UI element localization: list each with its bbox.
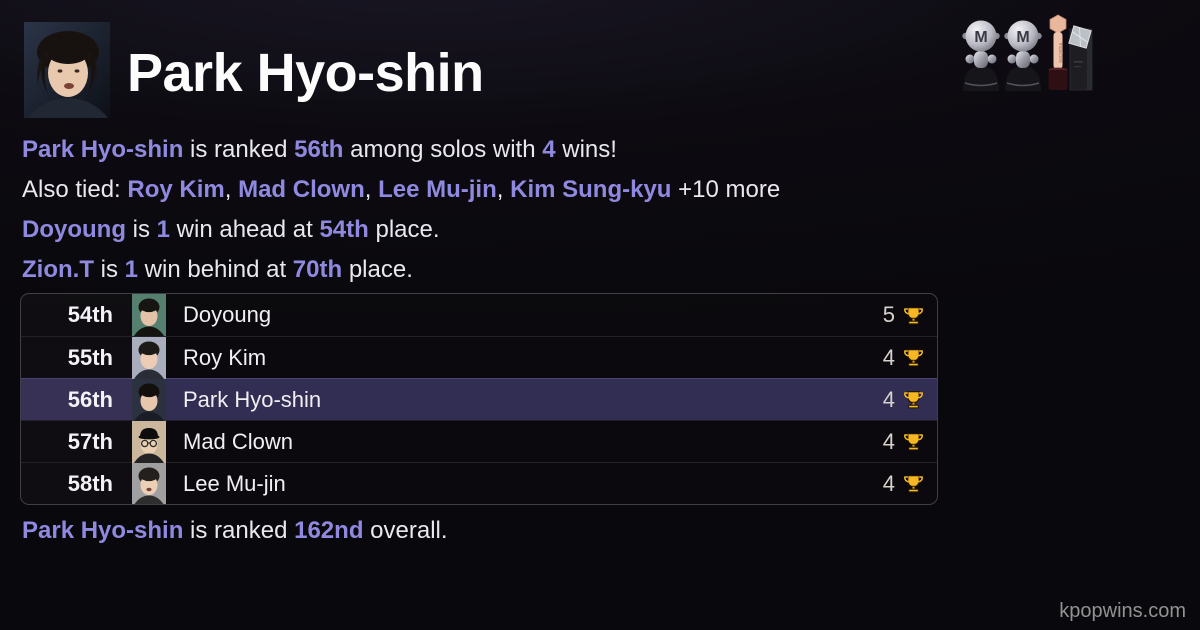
table-row: 55th Roy Kim 4 [21,336,937,379]
wins-cell: 4 [883,471,937,497]
svg-text:musicore: musicore [1057,43,1063,64]
wins-cell: 4 [883,345,937,371]
summary-line-behind: Zion.T is 1 win behind at 70th place. [22,250,780,290]
trophy-icon [903,305,924,326]
table-row-current-artist: 56th Park Hyo-shin 4 [21,378,937,421]
artist-name: Park Hyo-shin [22,136,184,163]
rank-cell: 58th [67,470,113,496]
summary-line-ahead: Doyoung is 1 win ahead at 54th place. [22,210,780,250]
tied-artist: Roy Kim [127,176,225,203]
tied-artist: Kim Sung-kyu [510,176,672,203]
avatar [132,378,166,421]
overall-rank-value: 162nd [294,517,364,544]
text: is ranked [183,136,295,163]
tied-artist: Mad Clown [238,176,365,203]
text: is ranked [183,517,295,544]
artist-name: Doyoung [183,302,272,327]
separator: , [496,176,511,203]
music-core-trophy: musicore [1048,14,1068,90]
wins-count: 4 [882,386,895,412]
win-diff: 1 [124,256,139,283]
text: +10 more [671,176,781,203]
trophy-icon [903,389,924,410]
music-show-trophies-image: M M musicore [960,13,1096,95]
avatar [132,420,166,463]
rank-cell: 55th [67,344,113,370]
wins-value: 4 [542,136,556,163]
page-title: Park Hyo-shin [127,43,484,103]
artist-name: Roy Kim [183,344,267,370]
text: among solos with [343,136,543,163]
rank-value: 56th [294,136,344,163]
wins-count: 4 [882,344,895,370]
text: place. [368,216,440,243]
avatar [132,336,166,379]
wins-count: 5 [882,302,895,327]
wins-cell: 4 [883,429,937,455]
text: is [125,216,157,243]
rank-cell: 57th [67,428,113,454]
text: overall. [363,517,448,544]
win-diff: 1 [156,216,171,243]
table-row: 54th Doyoung 5 [21,294,937,336]
trophy-icon [903,473,924,494]
separator: , [224,176,239,203]
text: win behind at [138,256,293,283]
wins-count: 4 [882,428,895,454]
text: Also tied: [22,176,128,203]
artist-name: Park Hyo-shin [183,386,322,412]
summary-line-tied: Also tied: Roy Kim, Mad Clown, Lee Mu-ji… [22,170,780,210]
trophy-icon [903,347,924,368]
artist-photo [24,22,110,118]
artist-name: Mad Clown [183,428,294,454]
separator: , [364,176,379,203]
ranking-table: 54th Doyoung 5 55th Roy Kim 4 56th [20,293,938,505]
svg-text:M: M [1016,29,1029,46]
m-robot-trophy: M [1004,20,1042,91]
rank-value: 54th [319,216,369,243]
artist-name: Zion.T [22,256,94,283]
text: wins! [555,136,617,163]
summary-block: Park Hyo-shin is ranked 56th among solos… [22,130,780,290]
avatar [132,462,166,504]
artist-name: Lee Mu-jin [183,470,286,496]
rank-cell: 56th [67,386,113,412]
text: win ahead at [170,216,320,243]
crystal-slab-trophy [1068,25,1093,91]
table-row: 57th Mad Clown 4 [21,420,937,463]
tied-artist: Lee Mu-jin [378,176,497,203]
rank-cell: 54th [67,302,113,327]
artist-photo-illustration [24,22,110,118]
rank-value: 70th [292,256,343,283]
site-watermark: kpopwins.com [1059,600,1186,622]
wins-cell: 4 [883,387,937,413]
svg-text:M: M [974,29,987,46]
overall-rank-line: Park Hyo-shin is ranked 162nd overall. [22,514,448,548]
artist-name: Doyoung [22,216,126,243]
text: place. [342,256,413,283]
text: is [93,256,125,283]
wins-cell: 5 [883,302,937,328]
m-robot-trophy: M [962,20,1000,91]
trophy-icon [903,431,924,452]
summary-line-rank: Park Hyo-shin is ranked 56th among solos… [22,130,780,170]
artist-name: Park Hyo-shin [22,517,184,544]
avatar [132,294,166,336]
wins-count: 4 [882,470,895,496]
table-row: 58th Lee Mu-jin 4 [21,462,937,504]
